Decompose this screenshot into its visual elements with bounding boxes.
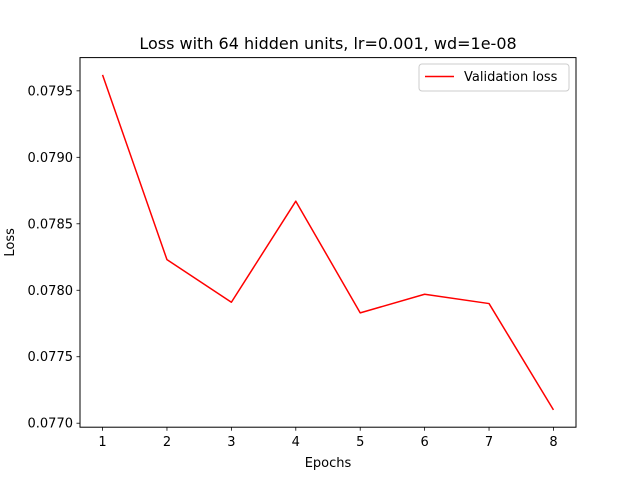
x-tick-label: 2 [163, 435, 171, 450]
plot-frame [79, 57, 577, 428]
plot-area [80, 57, 576, 428]
x-tick-label: 6 [420, 435, 428, 450]
x-tick-label: 5 [356, 435, 364, 450]
y-tick-label: 0.0785 [28, 217, 74, 232]
y-tick-label: 0.0770 [28, 417, 74, 432]
legend: Validation loss [418, 63, 570, 92]
y-axis-label: Loss [3, 228, 18, 257]
legend-box [418, 63, 570, 92]
series-line-validation-loss [101, 74, 555, 411]
x-tick-label: 4 [292, 435, 300, 450]
series-layer [101, 74, 555, 411]
x-tick-label: 1 [98, 435, 106, 450]
legend-entry-validation-loss: Validation loss [464, 70, 558, 85]
chart-title: Loss with 64 hidden units, lr=0.001, wd=… [139, 34, 516, 53]
x-tick-label: 7 [485, 435, 493, 450]
x-axis-label: Epochs [305, 456, 352, 471]
x-tick-label: 8 [549, 435, 557, 450]
y-tick-label: 0.0780 [28, 284, 74, 299]
y-tick-label: 0.0775 [28, 350, 74, 365]
y-tick-label: 0.0795 [28, 84, 74, 99]
x-tick-label: 3 [227, 435, 235, 450]
y-tick-label: 0.0790 [28, 151, 74, 166]
axis-ticks: 1 2 3 4 5 6 7 8 0.0770 0.0775 0.0780 0.0785 0.0790 0.… [28, 84, 558, 450]
